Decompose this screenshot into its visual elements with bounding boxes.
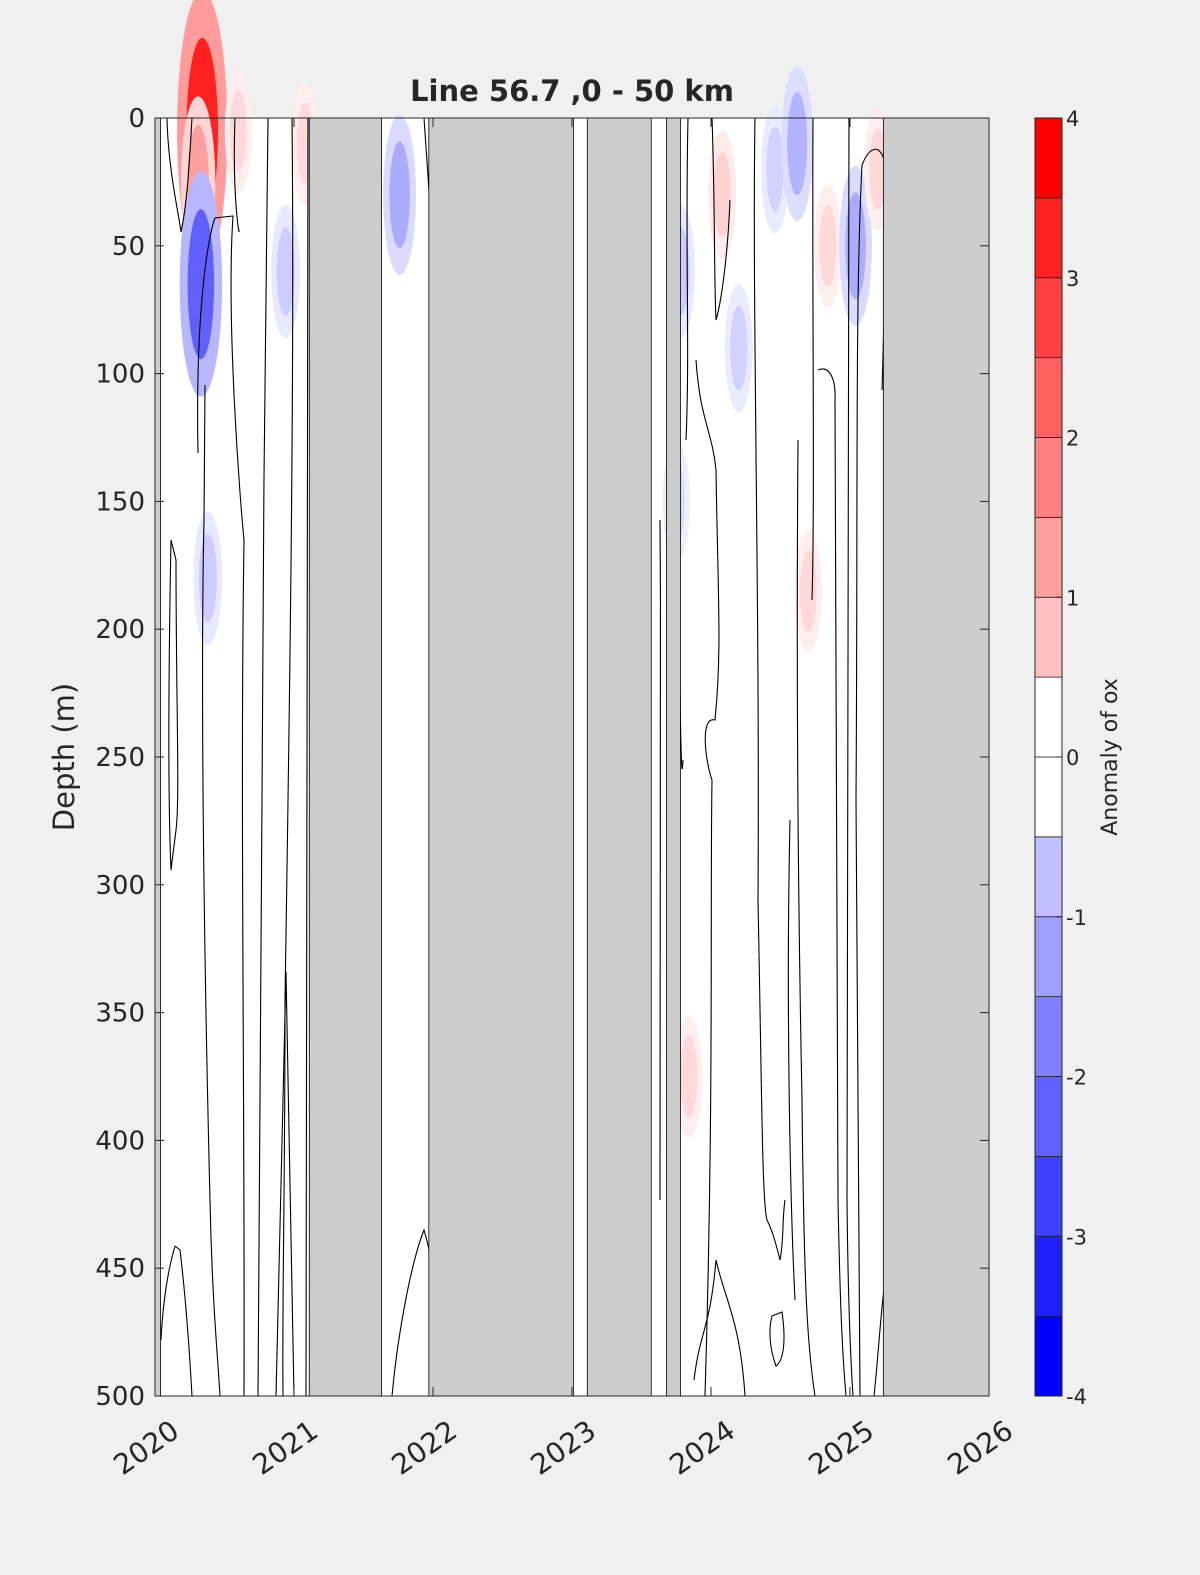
- colorbar-tick-label: -4: [1066, 1385, 1087, 1409]
- y-tick-label: 500: [95, 1382, 145, 1412]
- colorbar-swatch: [1034, 1315, 1063, 1397]
- x-tick-label: 2024: [664, 1414, 741, 1482]
- y-tick-label: 250: [95, 743, 145, 773]
- contour-line: [174, 1245, 193, 1397]
- anomaly-blob: [276, 226, 295, 316]
- contour-line: [753, 117, 786, 1261]
- x-tick-label: 2026: [942, 1414, 1019, 1482]
- contour-line: [282, 117, 294, 1397]
- colorbar-swatch: [1034, 676, 1063, 758]
- y-tick-label: 400: [95, 1126, 145, 1156]
- y-tick-label: 300: [95, 871, 145, 901]
- no-data-band: [586, 117, 652, 1397]
- contour-line: [711, 117, 731, 321]
- contour-line: [168, 539, 179, 871]
- no-data-band: [308, 117, 382, 1397]
- contour-line: [275, 971, 287, 1397]
- y-axis: 0 50 100 150 200 250 300 350 400 450 500: [95, 104, 989, 1412]
- contour-line: [855, 164, 863, 1397]
- anomaly-blob: [787, 91, 808, 196]
- colorbar-swatch: [1034, 1155, 1063, 1237]
- colorbar: -4 -3 -2 -1 0 1 2 3 4: [1034, 107, 1087, 1409]
- y-tick-label: 100: [95, 360, 145, 390]
- colorbar-swatch: [1034, 1235, 1063, 1317]
- contour-line: [659, 519, 662, 1201]
- y-tick-label: 450: [95, 1254, 145, 1284]
- no-data-band: [428, 117, 574, 1397]
- colorbar-swatch: [1034, 1076, 1063, 1157]
- anomaly-layer: [177, 0, 892, 1138]
- anomaly-blob: [730, 305, 748, 391]
- colorbar-tick-label: 2: [1066, 427, 1079, 451]
- contour-line: [201, 384, 221, 1397]
- contour-line: [811, 117, 814, 601]
- anomaly-blob: [389, 141, 410, 249]
- anomaly-blob: [869, 128, 887, 210]
- colorbar-swatch: [1034, 117, 1063, 199]
- colorbar-label: Anomaly of ox: [1098, 678, 1123, 836]
- no-data-layer: [154, 117, 990, 1397]
- contour-line: [787, 819, 796, 1301]
- contour-line: [685, 117, 689, 441]
- contour-line: [197, 215, 245, 1397]
- contour-line: [817, 368, 847, 1397]
- y-tick-label: 150: [95, 487, 145, 517]
- colorbar-swatch: [1034, 596, 1063, 678]
- x-tick-label: 2023: [525, 1414, 602, 1482]
- anomaly-blob: [198, 533, 217, 623]
- y-tick-label: 200: [95, 615, 145, 645]
- colorbar-swatch: [1034, 357, 1063, 438]
- anomaly-blob: [229, 89, 247, 172]
- contour-line: [160, 1245, 176, 1341]
- anomaly-blob: [799, 550, 817, 632]
- y-tick-label: 0: [128, 104, 145, 134]
- contour-line: [769, 1311, 785, 1367]
- anomaly-blob: [187, 209, 215, 360]
- contour-line: [796, 439, 816, 1397]
- no-data-band: [666, 117, 681, 1397]
- colorbar-swatch: [1034, 516, 1063, 598]
- colorbar-tick-label: 4: [1066, 107, 1079, 131]
- colorbar-tick-label: -3: [1066, 1225, 1087, 1249]
- x-tick-label: 2021: [247, 1414, 324, 1482]
- anomaly-blob: [713, 152, 731, 238]
- contour-line: [285, 971, 295, 1397]
- colorbar-swatch: [1034, 996, 1063, 1077]
- contour-line: [233, 117, 240, 233]
- colorbar-swatch: [1034, 277, 1063, 359]
- colorbar-tick-label: 1: [1066, 586, 1079, 610]
- y-tick-label: 350: [95, 999, 145, 1029]
- x-tick-label: 2025: [803, 1414, 880, 1482]
- anomaly-blob: [845, 192, 866, 300]
- contour-line: [166, 117, 193, 233]
- contour-line: [695, 359, 720, 1397]
- chart-title: Line 56.7 ,0 - 50 km: [410, 74, 734, 108]
- anomaly-blob: [819, 205, 837, 287]
- colorbar-swatch: [1034, 756, 1063, 838]
- colorbar-tick-label: 3: [1066, 267, 1079, 291]
- x-tick-label: 2020: [108, 1414, 185, 1482]
- anomaly-blob: [680, 1035, 698, 1118]
- colorbar-tick-label: -1: [1066, 906, 1087, 930]
- colorbar-tick-label: 0: [1066, 746, 1079, 770]
- plot-area: 2020 2021 2022 2023 2024 2025 2026 0 50 100 150 20…: [95, 0, 1019, 1482]
- colorbar-swatch: [1034, 916, 1063, 998]
- colorbar-swatch: [1034, 836, 1063, 918]
- no-data-band: [882, 117, 990, 1397]
- y-axis-label: Depth (m): [47, 683, 81, 831]
- contour-line: [693, 1259, 746, 1397]
- colorbar-swatch: [1034, 437, 1063, 518]
- colorbar-tick-label: -2: [1066, 1066, 1087, 1090]
- x-tick-label: 2022: [386, 1414, 463, 1482]
- anomaly-blob: [766, 126, 784, 212]
- y-tick-label: 50: [112, 232, 145, 262]
- colorbar-swatch: [1034, 197, 1063, 279]
